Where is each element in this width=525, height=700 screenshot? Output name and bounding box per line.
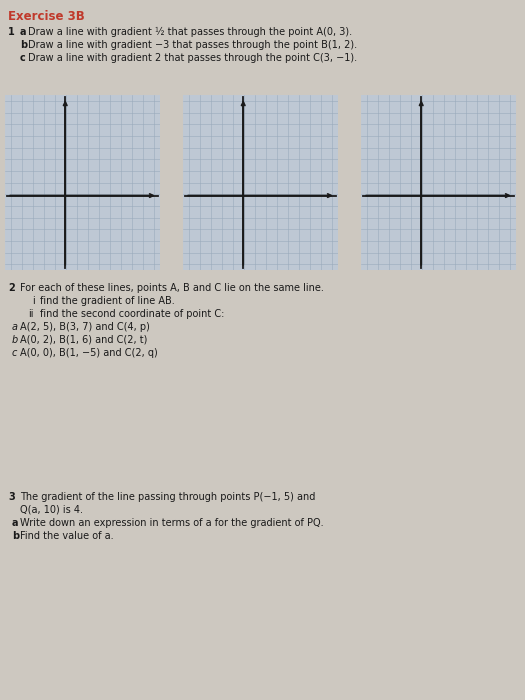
Text: i: i bbox=[32, 296, 35, 306]
Text: a: a bbox=[12, 322, 18, 332]
Text: ii: ii bbox=[28, 309, 34, 319]
Text: A(2, 5), B(3, 7) and C(4, p): A(2, 5), B(3, 7) and C(4, p) bbox=[20, 322, 150, 332]
Text: 1: 1 bbox=[8, 27, 15, 37]
Text: c: c bbox=[12, 348, 17, 358]
Text: a: a bbox=[20, 27, 26, 37]
Text: Q(a, 10) is 4.: Q(a, 10) is 4. bbox=[20, 505, 83, 515]
Text: c: c bbox=[20, 53, 26, 63]
Text: b: b bbox=[12, 531, 19, 541]
Text: Draw a line with gradient −3 that passes through the point B(1, 2).: Draw a line with gradient −3 that passes… bbox=[28, 40, 357, 50]
Text: Exercise 3B: Exercise 3B bbox=[8, 10, 85, 23]
Text: find the second coordinate of point C:: find the second coordinate of point C: bbox=[40, 309, 224, 319]
Text: For each of these lines, points A, B and C lie on the same line.: For each of these lines, points A, B and… bbox=[20, 283, 324, 293]
Text: A(0, 2), B(1, 6) and C(2, t): A(0, 2), B(1, 6) and C(2, t) bbox=[20, 335, 148, 345]
Text: 2: 2 bbox=[8, 283, 15, 293]
Text: Write down an expression in terms of a for the gradient of PQ.: Write down an expression in terms of a f… bbox=[20, 518, 323, 528]
Text: Find the value of a.: Find the value of a. bbox=[20, 531, 113, 541]
Text: The gradient of the line passing through points P(−1, 5) and: The gradient of the line passing through… bbox=[20, 492, 316, 502]
Text: find the gradient of line AB.: find the gradient of line AB. bbox=[40, 296, 175, 306]
Text: Draw a line with gradient ½ that passes through the point A(0, 3).: Draw a line with gradient ½ that passes … bbox=[28, 27, 352, 37]
Text: A(0, 0), B(1, −5) and C(2, q): A(0, 0), B(1, −5) and C(2, q) bbox=[20, 348, 158, 358]
Text: a: a bbox=[12, 518, 18, 528]
Text: 3: 3 bbox=[8, 492, 15, 502]
Text: b: b bbox=[12, 335, 18, 345]
Text: b: b bbox=[20, 40, 27, 50]
Text: Draw a line with gradient 2 that passes through the point C(3, −1).: Draw a line with gradient 2 that passes … bbox=[28, 53, 357, 63]
